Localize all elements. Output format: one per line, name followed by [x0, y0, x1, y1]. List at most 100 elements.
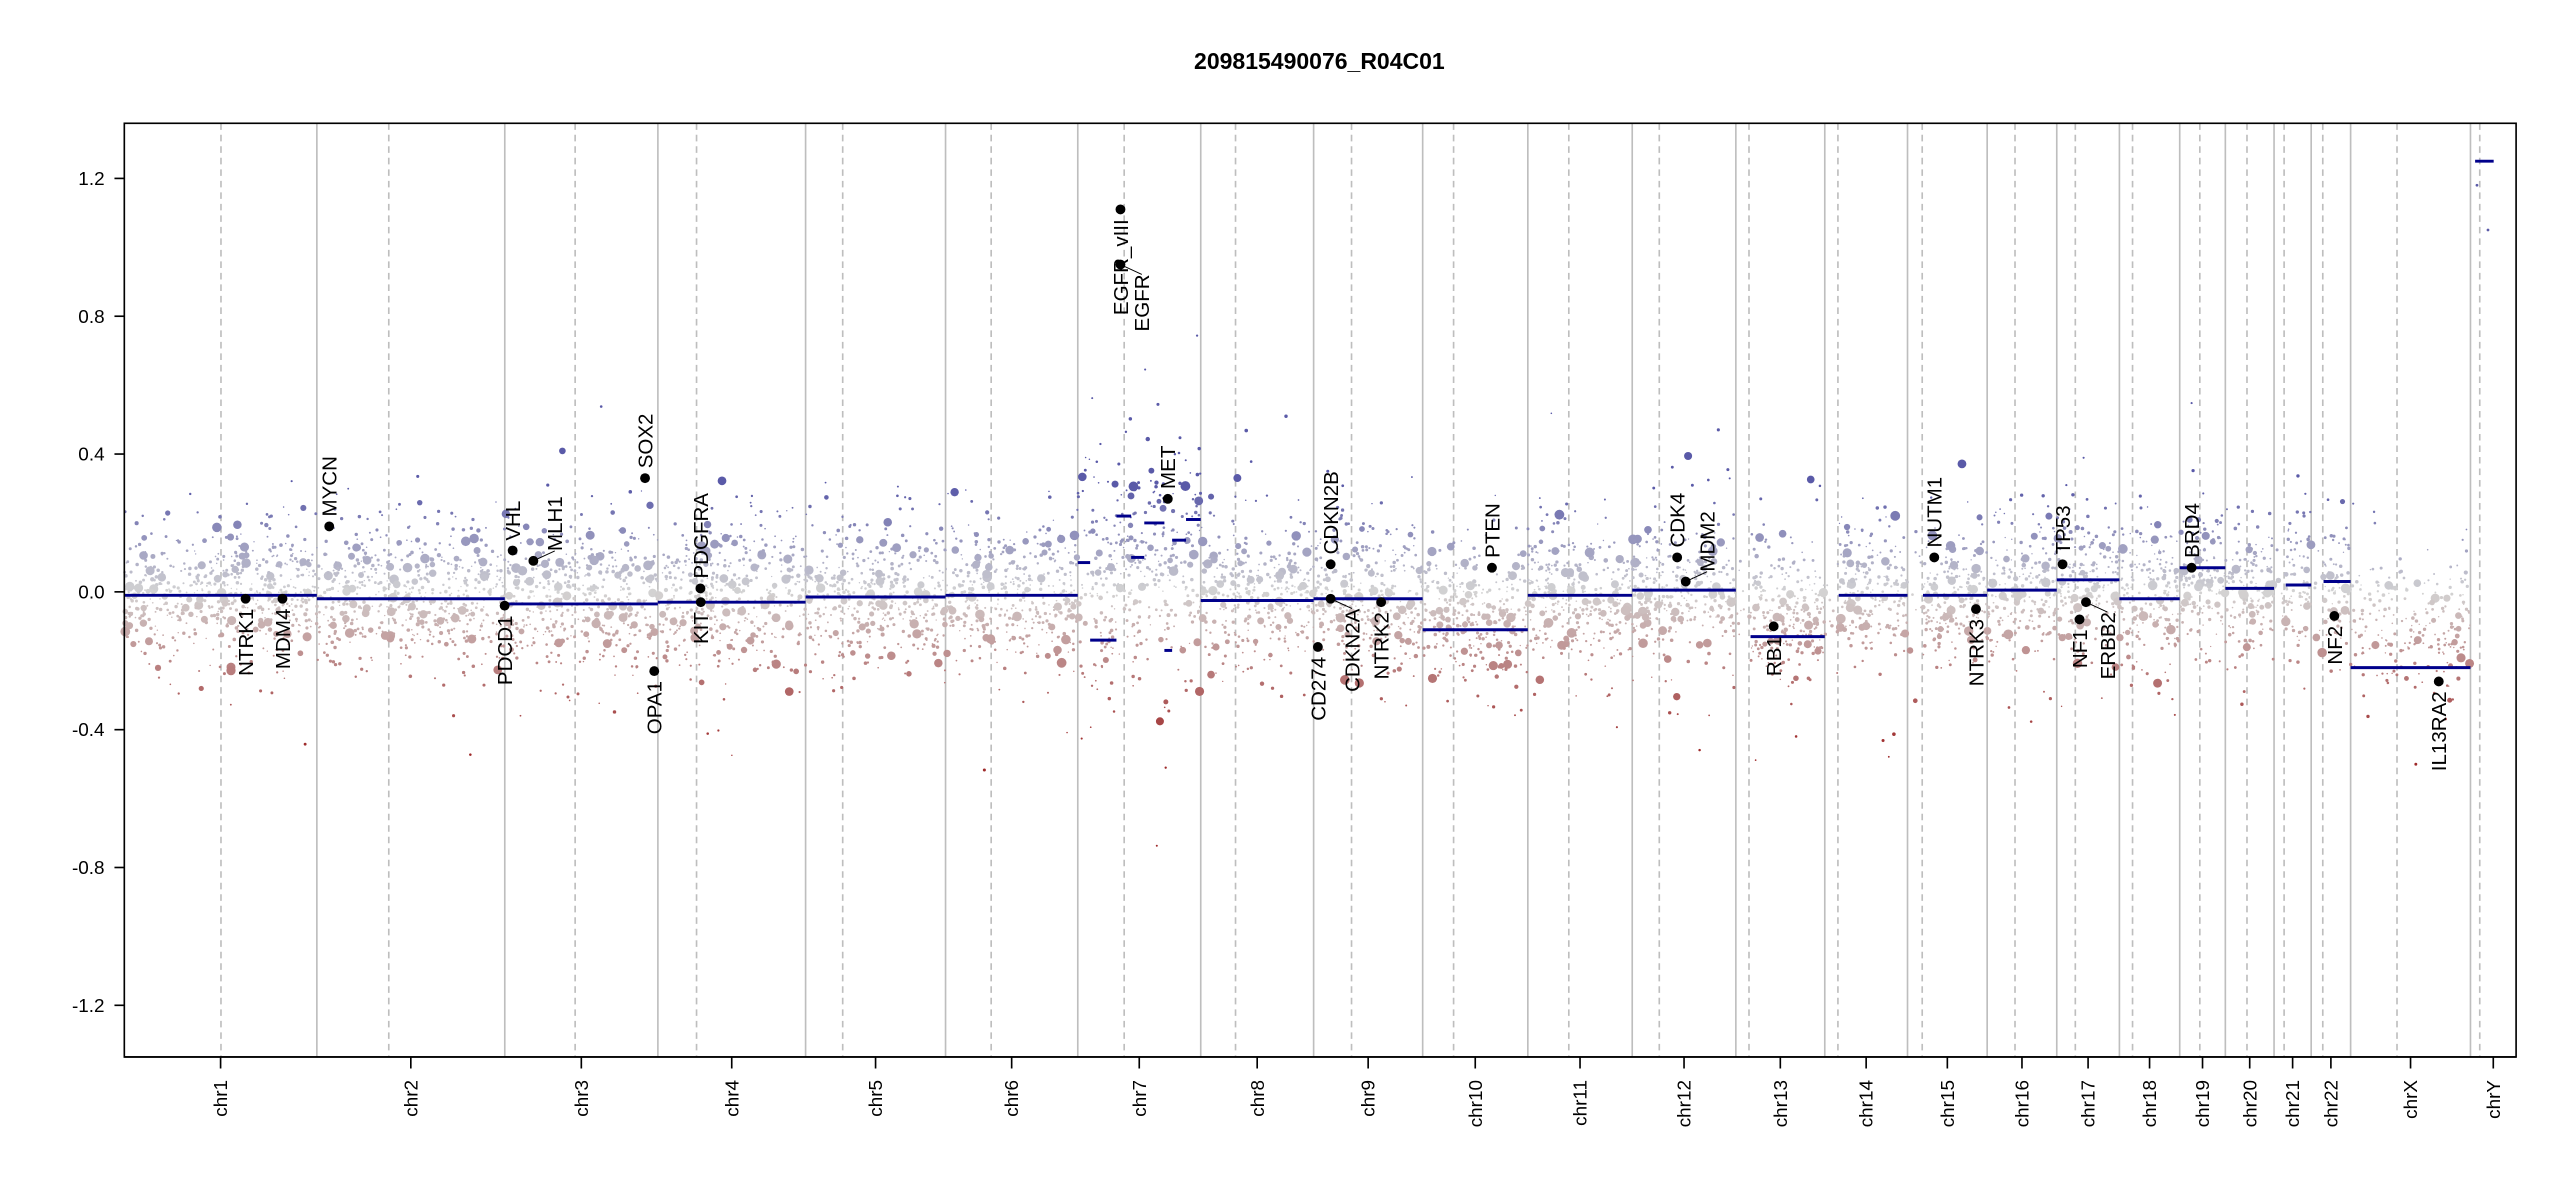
probe-point	[333, 662, 338, 667]
probe-point	[162, 518, 166, 521]
probe-point	[697, 610, 701, 615]
probe-point	[1284, 529, 1287, 532]
probe-point	[1341, 610, 1345, 614]
probe-point	[1259, 551, 1263, 555]
probe-point	[1069, 641, 1071, 644]
probe-point	[122, 608, 129, 615]
probe-point	[1058, 579, 1061, 581]
probe-point	[238, 544, 241, 547]
probe-point	[758, 664, 762, 667]
probe-point	[415, 537, 421, 543]
probe-point	[550, 618, 552, 620]
probe-point	[1021, 637, 1025, 641]
probe-point	[601, 654, 605, 658]
probe-point	[687, 548, 690, 552]
probe-point	[1610, 687, 1614, 690]
probe-point	[871, 572, 875, 576]
probe-point	[377, 590, 380, 593]
probe-point	[1252, 638, 1259, 645]
probe-point	[1079, 664, 1083, 668]
probe-point	[822, 677, 824, 680]
probe-point	[905, 590, 909, 594]
probe-point	[168, 588, 170, 590]
probe-point	[871, 589, 874, 592]
probe-point	[1300, 630, 1305, 634]
probe-point	[744, 546, 748, 550]
probe-point	[611, 556, 614, 559]
probe-point	[709, 616, 713, 621]
probe-point	[449, 637, 452, 640]
probe-point	[1184, 679, 1187, 683]
probe-point	[1522, 579, 1527, 583]
probe-point	[706, 732, 709, 735]
probe-point	[705, 597, 708, 600]
probe-point	[130, 599, 134, 603]
probe-point	[1590, 605, 1594, 609]
probe-point	[138, 580, 143, 585]
probe-point	[917, 581, 925, 589]
probe-point	[921, 648, 924, 651]
probe-point	[1660, 543, 1663, 545]
probe-point	[674, 632, 677, 634]
probe-point	[503, 637, 506, 640]
probe-point	[852, 523, 857, 527]
probe-point	[658, 623, 661, 626]
probe-point	[1481, 603, 1484, 605]
probe-point	[1663, 521, 1666, 524]
probe-point	[1202, 580, 1206, 584]
probe-point	[1341, 639, 1344, 643]
probe-point	[1499, 599, 1502, 603]
probe-point	[1345, 609, 1349, 612]
probe-point	[1368, 524, 1372, 528]
probe-point	[802, 613, 805, 616]
probe-point	[883, 517, 892, 527]
probe-point	[750, 505, 753, 508]
probe-point	[362, 555, 372, 565]
probe-point	[1182, 575, 1185, 578]
probe-point	[1112, 647, 1114, 649]
probe-point	[246, 627, 249, 630]
probe-point	[414, 563, 420, 569]
probe-point	[155, 606, 159, 610]
probe-point	[1601, 618, 1603, 621]
probe-point	[1501, 598, 1503, 600]
probe-point	[371, 605, 374, 608]
probe-point	[806, 574, 810, 577]
probe-point	[741, 589, 746, 593]
probe-point	[291, 623, 295, 627]
probe-point	[1027, 587, 1031, 592]
probe-point	[172, 585, 176, 589]
probe-point	[1138, 560, 1142, 564]
probe-point	[269, 618, 273, 622]
probe-point	[1173, 585, 1175, 587]
probe-point	[1679, 591, 1683, 594]
probe-point	[627, 571, 633, 577]
probe-point	[1039, 587, 1043, 591]
probe-point	[548, 605, 551, 609]
probe-point	[836, 528, 841, 533]
probe-point	[1100, 634, 1102, 637]
probe-point	[652, 559, 654, 562]
probe-point	[524, 580, 527, 584]
probe-point	[1139, 641, 1143, 646]
probe-point	[992, 558, 995, 561]
probe-point	[1032, 621, 1035, 624]
probe-point	[1257, 574, 1260, 577]
probe-point	[355, 592, 359, 596]
probe-point	[1304, 592, 1306, 594]
probe-point	[245, 550, 248, 553]
probe-point	[1597, 523, 1599, 525]
probe-point	[1476, 694, 1480, 698]
probe-point	[410, 540, 413, 543]
probe-point	[1212, 514, 1216, 517]
probe-point	[881, 551, 884, 555]
probe-point	[561, 611, 564, 614]
probe-point	[195, 582, 198, 586]
probe-point	[888, 550, 891, 553]
probe-point	[1054, 559, 1057, 562]
probe-point	[1256, 578, 1258, 581]
probe-point	[463, 674, 466, 677]
probe-point	[1688, 561, 1691, 564]
probe-point	[1571, 611, 1576, 615]
probe-point	[1436, 674, 1440, 677]
